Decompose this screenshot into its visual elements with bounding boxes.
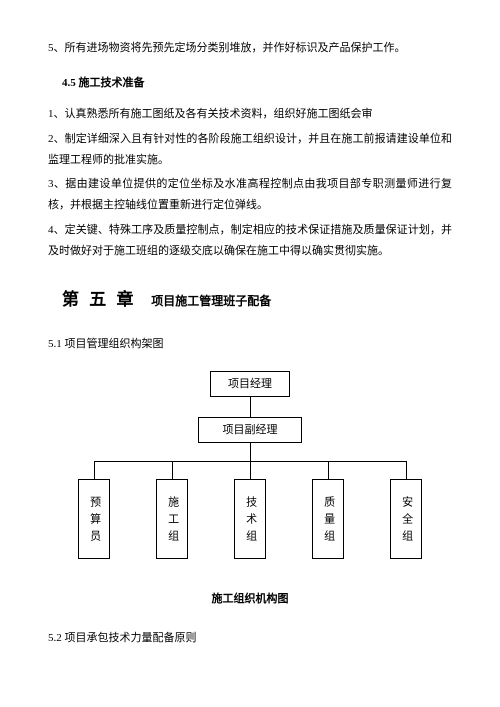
chapter-5-heading: 第 五 章 项目施工管理班子配备 xyxy=(62,284,452,316)
node-project-manager: 项目经理 xyxy=(210,371,290,397)
heading-5-2: 5.2 项目承包技术力量配备原则 xyxy=(48,628,452,649)
connector xyxy=(250,461,251,479)
heading-5-1: 5.1 项目管理组织构架图 xyxy=(48,334,452,355)
heading-4-5: 4.5 施工技术准备 xyxy=(62,73,452,94)
chapter-title: 项目施工管理班子配备 xyxy=(151,294,271,308)
connector xyxy=(328,461,329,479)
node-construction: 施工组 xyxy=(156,479,188,559)
chapter-number: 第 五 章 xyxy=(62,290,137,309)
connector xyxy=(250,397,251,417)
connector xyxy=(94,461,95,479)
node-safety: 安全组 xyxy=(390,479,422,559)
node-budget: 预算员 xyxy=(78,479,110,559)
paragraph-4-5-4: 4、定关键、特殊工序及质量控制点，制定相应的技术保证措施及质量保证计划，并及时做… xyxy=(48,220,452,262)
paragraph-5: 5、所有进场物资将先预先定场分类别堆放，并作好标识及产品保护工作。 xyxy=(48,38,452,59)
connector xyxy=(172,461,173,479)
node-quality: 质量组 xyxy=(312,479,344,559)
paragraph-4-5-1: 1、认真熟悉所有施工图纸及各有关技术资料，组织好施工图纸会审 xyxy=(48,104,452,125)
connector xyxy=(250,443,251,461)
node-deputy-manager: 项目副经理 xyxy=(198,417,302,443)
paragraph-4-5-3: 3、据由建设单位提供的定位坐标及水准高程控制点由我项目部专职测量师进行复核，并根… xyxy=(48,174,452,216)
chart-caption: 施工组织机构图 xyxy=(48,589,452,610)
node-technical: 技术组 xyxy=(234,479,266,559)
paragraph-4-5-2: 2、制定详细深入且有针对性的各阶段施工组织设计，并且在施工前报请建设单位和监理工… xyxy=(48,129,452,171)
connector xyxy=(406,461,407,479)
org-chart: 项目经理 项目副经理 预算员 施工组 技术组 质量组 安全组 xyxy=(70,371,430,581)
